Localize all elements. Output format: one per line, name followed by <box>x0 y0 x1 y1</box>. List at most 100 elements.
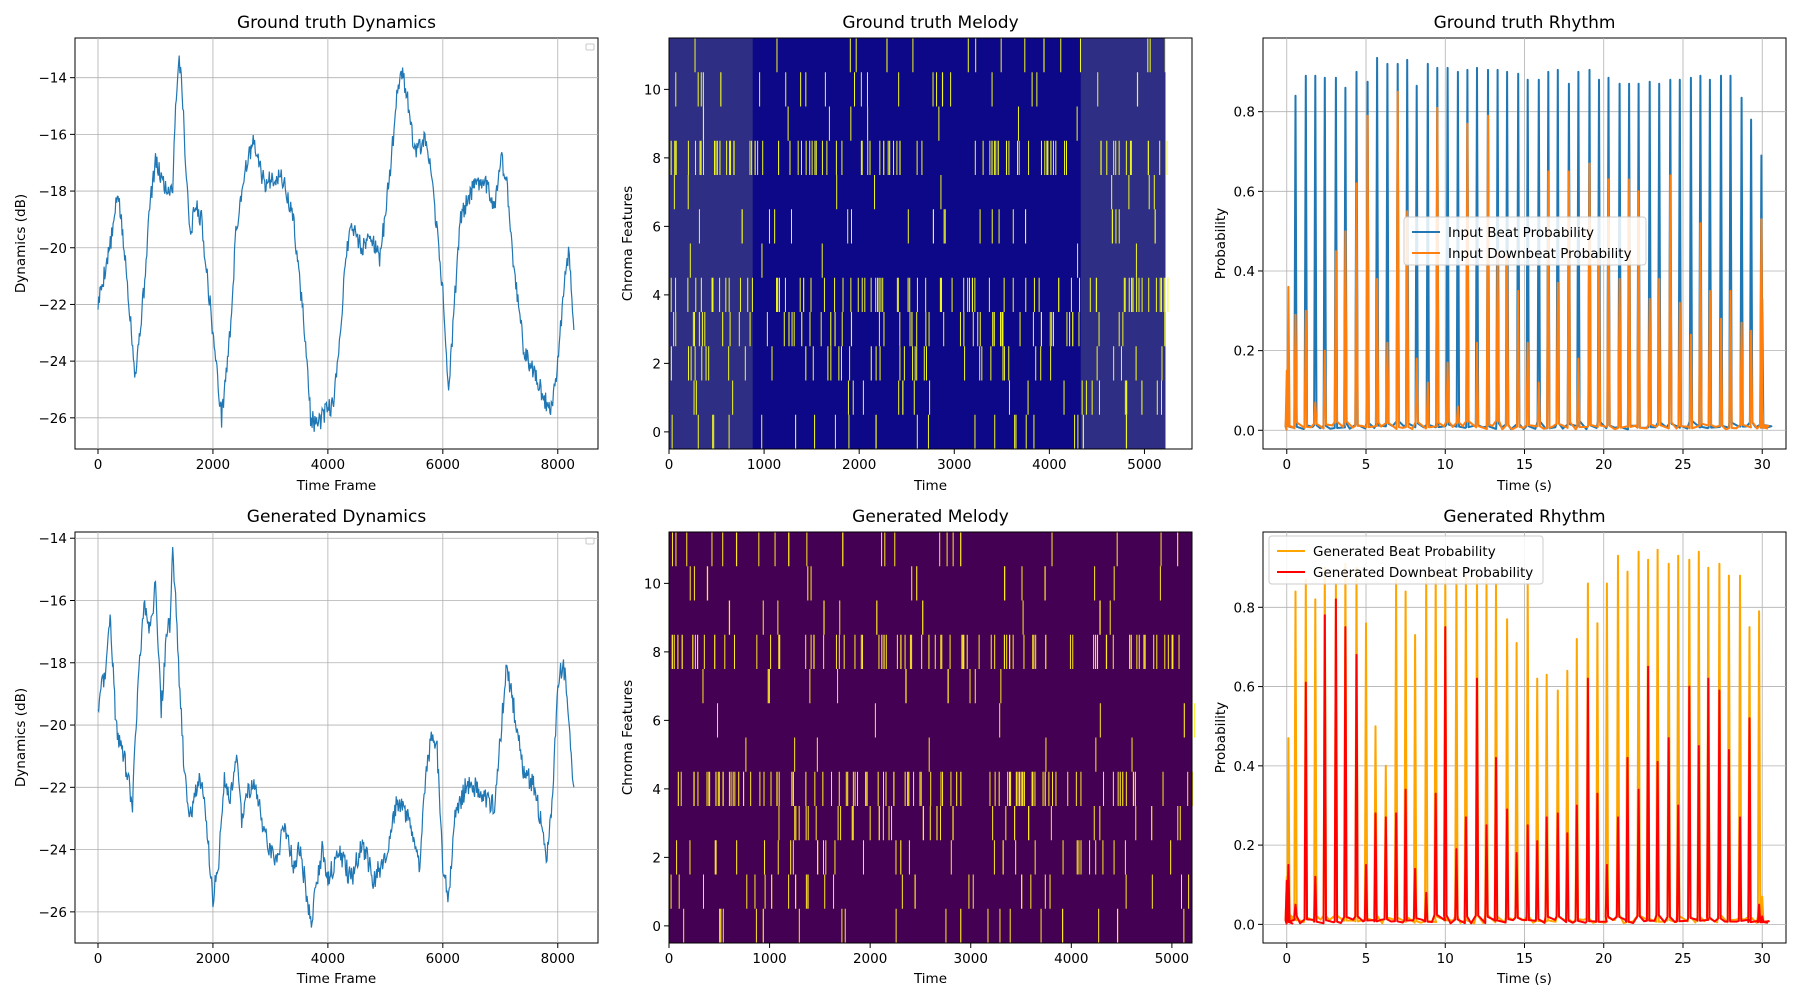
heatmap-cell <box>1097 72 1099 107</box>
heatmap-cell <box>734 771 736 806</box>
empty-legend-box <box>585 537 595 545</box>
heatmap-cell <box>874 703 876 738</box>
heatmap-cell <box>1009 771 1011 806</box>
heatmap-cell <box>894 532 896 567</box>
heatmap-cell <box>947 669 949 704</box>
heatmap-cell <box>1125 414 1128 449</box>
heatmap-cell <box>1014 806 1016 841</box>
heatmap-cell <box>1138 634 1140 669</box>
y-tick-label: 10 <box>644 82 661 98</box>
heatmap-cell <box>1021 566 1023 601</box>
heatmap-cell <box>1005 806 1007 841</box>
heatmap-cell <box>1027 380 1029 415</box>
series-downbeat-line <box>1284 598 1770 925</box>
heatmap-cell <box>719 277 721 312</box>
heatmap-cell <box>697 72 699 107</box>
y-tick-label: 4 <box>652 288 661 304</box>
heatmap-cell <box>857 277 859 312</box>
heatmap-cell <box>778 140 780 175</box>
heatmap-cell <box>964 346 966 381</box>
heatmap-cell <box>952 532 954 567</box>
heatmap-cell <box>1151 806 1153 841</box>
series-downbeat-line <box>1284 90 1770 431</box>
legend-label-downbeat: Input Downbeat Probability <box>1448 246 1632 262</box>
heatmap-cell <box>991 140 993 175</box>
heatmap-cell <box>823 634 825 669</box>
heatmap-cell <box>1051 312 1053 347</box>
heatmap-cell <box>816 737 818 772</box>
heatmap-cell <box>979 209 981 244</box>
chart-title: Ground truth Melody <box>842 13 1018 33</box>
heatmap-cell <box>936 806 938 841</box>
heatmap-cell <box>702 106 705 141</box>
heatmap-cell <box>795 874 797 909</box>
heatmap-cell <box>850 209 852 244</box>
ground-truth-melody-panel: 0 1000 2000 3000 4000 5000 0 2 4 6 8 10 Ground trut… <box>620 13 1193 494</box>
heatmap-cell <box>700 72 702 107</box>
heatmap-cell <box>1007 771 1009 806</box>
x-tick-label: 4000 <box>311 457 345 473</box>
heatmap-cell <box>908 771 910 806</box>
heatmap-cell <box>1012 277 1014 312</box>
heatmap-cell <box>798 806 800 841</box>
heatmap-cell <box>1129 140 1131 175</box>
heatmap-cell <box>1089 840 1091 875</box>
heatmap-cell <box>677 771 679 806</box>
heatmap-cell <box>1017 771 1019 806</box>
heatmap-cell <box>975 38 977 73</box>
x-tick-label: 30 <box>1754 951 1771 967</box>
heatmap-cell <box>728 346 730 381</box>
heatmap-cell <box>1032 634 1034 669</box>
heatmap-cell <box>974 414 976 449</box>
heatmap-cell <box>857 771 859 806</box>
heatmap-cell <box>1076 840 1078 875</box>
legend-box <box>1268 535 1544 585</box>
heatmap-cell <box>848 414 850 449</box>
heatmap-cell <box>883 771 885 806</box>
heatmap-cell <box>795 806 797 841</box>
x-tick-label: 2000 <box>853 951 887 967</box>
heatmap-cell <box>733 634 736 669</box>
heatmap-cell <box>827 346 829 381</box>
heatmap-cell <box>1031 72 1033 107</box>
x-tick-label: 25 <box>1674 951 1691 967</box>
heatmap-cell <box>830 346 832 381</box>
heatmap-cell <box>777 600 779 635</box>
heatmap-cell <box>694 346 696 381</box>
heatmap-cell <box>876 600 878 635</box>
heatmap-cell <box>1050 806 1052 841</box>
heatmap-cell <box>1034 771 1036 806</box>
heatmap-cell <box>989 140 991 175</box>
heatmap-cell <box>1008 380 1010 415</box>
heatmap-cell <box>714 840 716 875</box>
heatmap-cell <box>809 312 811 347</box>
heatmap-cell <box>1032 771 1034 806</box>
heatmap-cell <box>847 771 849 806</box>
heatmap-cell <box>758 532 760 567</box>
heatmap-cell <box>1135 806 1137 841</box>
heatmap-cell <box>861 140 863 175</box>
heatmap-cell <box>680 771 682 806</box>
heatmap-cell <box>1022 600 1024 635</box>
heatmap-cell <box>761 414 763 449</box>
heatmap-cell <box>683 908 685 943</box>
heatmap-cell <box>1113 346 1115 381</box>
heatmap-cell <box>693 771 695 806</box>
heatmap-cell <box>1052 312 1054 347</box>
x-tick-label: 0 <box>665 457 674 473</box>
x-tick-label: 5000 <box>1155 951 1189 967</box>
heatmap-cell <box>1080 840 1082 875</box>
x-tick-label: 2000 <box>196 457 230 473</box>
heatmap-cell <box>978 634 980 669</box>
heatmap-cell <box>992 312 994 347</box>
heatmap-cell <box>1018 140 1020 175</box>
heatmap-cell <box>778 806 780 841</box>
y-tick-label: 0.8 <box>1234 600 1255 616</box>
heatmap-cell <box>719 140 721 175</box>
heatmap-cell <box>1130 140 1132 175</box>
heatmap-cell <box>1194 703 1196 738</box>
heatmap-cell <box>1055 771 1057 806</box>
heatmap-cell <box>907 277 909 312</box>
heatmap-cell <box>800 72 802 107</box>
heatmap-cell <box>920 771 922 806</box>
